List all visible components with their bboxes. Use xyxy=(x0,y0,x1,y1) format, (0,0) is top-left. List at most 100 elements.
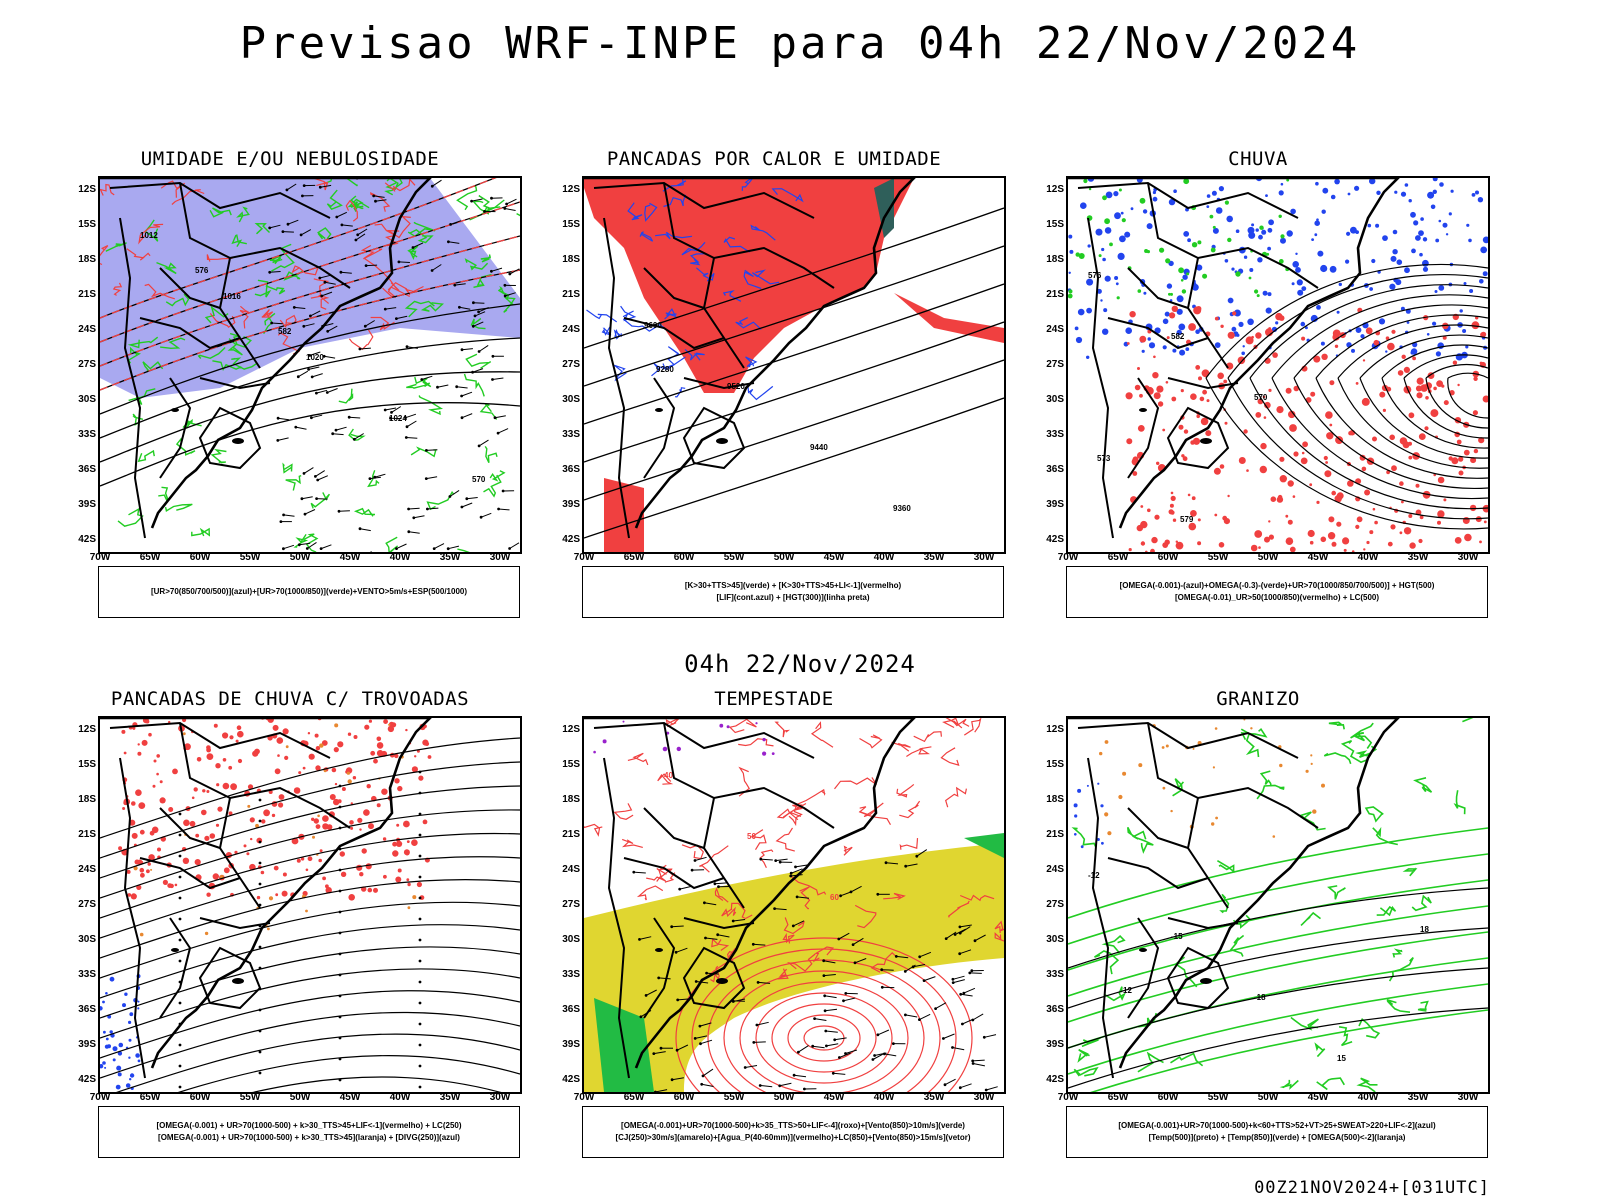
lake-mark xyxy=(716,978,728,984)
wind-vector-head xyxy=(436,385,439,389)
geopotential-contour xyxy=(1359,334,1488,379)
lifted-index-contour xyxy=(586,309,618,323)
wind-vector-850-head xyxy=(704,936,707,940)
omega-blue-area xyxy=(1261,229,1267,235)
rain-red-area xyxy=(1275,312,1283,321)
contour-label: 18 xyxy=(1420,925,1429,934)
omega-blue-area xyxy=(1142,209,1148,214)
storm-red-area xyxy=(359,828,362,831)
storm-red-area xyxy=(424,741,430,746)
lifted-index-contour xyxy=(651,356,686,377)
rain-red-area xyxy=(1389,434,1395,441)
omega-blue-area xyxy=(1115,282,1119,286)
omega-blue-area xyxy=(1176,295,1184,303)
wind-vector xyxy=(396,315,408,320)
precip-water-contour xyxy=(899,838,919,850)
omega-blue-area xyxy=(1346,231,1351,236)
severe-purple-area xyxy=(662,746,668,752)
omega-blue-area xyxy=(1148,342,1156,349)
wind-vector-850 xyxy=(923,976,936,982)
rain-red-area xyxy=(1356,516,1363,523)
rain-red-area xyxy=(1418,433,1426,440)
rain-red-area xyxy=(1372,436,1377,442)
precip-water-contour xyxy=(783,917,805,935)
streamline-arrow xyxy=(258,861,262,865)
rain-red-area xyxy=(1188,323,1196,331)
omega-blue-area xyxy=(1152,196,1158,202)
precip-water-contour xyxy=(796,788,826,805)
rain-red-area xyxy=(1437,476,1445,484)
rain-red-area xyxy=(1402,441,1410,449)
omega-blue-area xyxy=(1227,297,1234,304)
lifted-index-contour xyxy=(722,290,742,302)
omega-blue-area xyxy=(1176,308,1183,315)
panel-title: GRANIZO xyxy=(1216,688,1300,710)
omega-blue-area xyxy=(1450,189,1454,193)
wind-vector-850 xyxy=(877,1029,890,1036)
wind-vector xyxy=(319,274,331,279)
humidity-green-contour xyxy=(303,533,319,552)
omega-blue-area xyxy=(1296,279,1303,286)
omega-blue-area xyxy=(1338,282,1342,287)
streamline-arrow xyxy=(258,1050,262,1054)
wind-vector-head xyxy=(303,512,307,516)
wind-vector xyxy=(294,306,306,309)
rain-red-area xyxy=(1178,424,1184,430)
storm-red-area xyxy=(281,890,288,897)
wind-vector-850 xyxy=(896,955,909,959)
longitude-tick-label: 40W xyxy=(873,1092,895,1103)
rain-red-area xyxy=(1334,344,1339,348)
omega-blue-area xyxy=(1415,235,1421,241)
omega-blue-area xyxy=(1350,226,1357,234)
wind-vector-head xyxy=(405,345,409,349)
wind-vector-850 xyxy=(779,1082,792,1087)
latitude-tick-label: 12S xyxy=(1046,724,1064,735)
wind-vector-850-head xyxy=(823,994,827,998)
storm-red-area xyxy=(350,826,354,830)
rain-red-area xyxy=(1324,470,1332,478)
omega-blue-area xyxy=(1074,326,1079,331)
storm-red-area xyxy=(195,833,200,838)
rain-red-area xyxy=(1463,449,1470,456)
omega-blue-area xyxy=(1411,248,1416,254)
storm-red-area xyxy=(315,824,321,829)
wind-vector-head xyxy=(297,543,301,547)
wind-vector-850-head xyxy=(756,981,760,984)
storm-red-area xyxy=(261,819,266,824)
rain-red-area xyxy=(1224,421,1228,425)
thickness-red-contour xyxy=(126,248,151,261)
storm-red-area xyxy=(314,733,319,738)
wind-vector xyxy=(504,208,516,211)
storm-red-area xyxy=(396,823,400,827)
wind-vector xyxy=(335,426,347,431)
storm-red-area xyxy=(148,732,152,737)
divergence-blue-area xyxy=(112,1046,118,1052)
coastline xyxy=(100,178,432,529)
thickness-red-contour xyxy=(387,281,424,296)
wind-vector-head xyxy=(449,223,452,226)
omega-orange-area xyxy=(1104,812,1109,817)
rain-red-area xyxy=(1464,533,1472,542)
storm-red-area xyxy=(405,728,408,732)
country-border xyxy=(159,267,221,309)
latitude-tick-label: 21S xyxy=(1046,829,1064,840)
rain-red-area xyxy=(1262,395,1266,399)
omega-blue-area xyxy=(1375,223,1380,228)
streamline-arrow xyxy=(418,854,422,858)
precip-water-contour xyxy=(776,808,802,821)
wind-vector-850-head xyxy=(716,933,720,937)
hail-blue-area xyxy=(1097,782,1100,785)
wind-vector xyxy=(491,267,503,272)
streamline-arrow xyxy=(418,1085,422,1089)
precip-water-contour xyxy=(646,876,667,882)
wind-vector-850 xyxy=(775,858,788,862)
wind-vector-850-head xyxy=(971,1062,975,1065)
storm-red-area xyxy=(357,817,363,823)
omega-blue-area xyxy=(1321,209,1326,214)
wind-vector-850-head xyxy=(699,1042,702,1046)
omega-blue-area xyxy=(1448,212,1452,216)
rain-red-area xyxy=(1326,432,1334,440)
rain-red-area xyxy=(1361,397,1370,406)
streamline-arrow xyxy=(178,812,182,816)
wind-vector-850 xyxy=(960,993,973,997)
